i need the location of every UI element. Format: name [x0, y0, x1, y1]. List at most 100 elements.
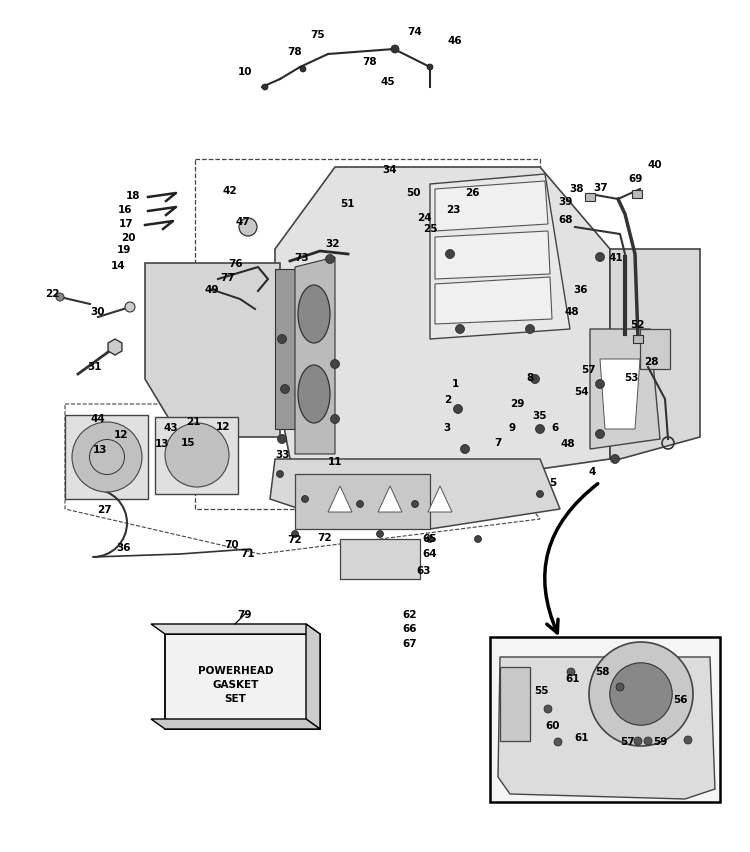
Circle shape	[300, 67, 306, 73]
Text: 41: 41	[609, 253, 623, 262]
Polygon shape	[428, 486, 452, 512]
Text: 37: 37	[594, 183, 608, 193]
Circle shape	[475, 536, 482, 543]
Text: 2: 2	[444, 394, 452, 405]
Text: 48: 48	[565, 307, 579, 317]
Text: 29: 29	[510, 399, 524, 408]
Text: 54: 54	[574, 387, 590, 396]
Circle shape	[302, 496, 308, 503]
Text: 45: 45	[381, 77, 395, 87]
Polygon shape	[155, 417, 238, 494]
Text: 58: 58	[595, 666, 609, 676]
Circle shape	[326, 256, 334, 264]
Polygon shape	[498, 657, 715, 799]
Polygon shape	[270, 459, 560, 529]
Circle shape	[331, 360, 340, 369]
Ellipse shape	[298, 285, 330, 343]
FancyBboxPatch shape	[633, 336, 643, 343]
Polygon shape	[275, 168, 610, 489]
Circle shape	[596, 430, 604, 439]
Circle shape	[567, 668, 575, 676]
Circle shape	[460, 445, 470, 454]
Text: 39: 39	[559, 197, 573, 207]
Text: 70: 70	[225, 539, 239, 550]
Text: 35: 35	[532, 411, 548, 421]
FancyBboxPatch shape	[585, 193, 595, 202]
Polygon shape	[151, 625, 320, 634]
Text: 71: 71	[241, 549, 255, 558]
Text: 1: 1	[452, 378, 458, 389]
Text: 56: 56	[673, 694, 687, 704]
Text: 12: 12	[114, 429, 128, 440]
Text: 30: 30	[91, 307, 105, 317]
Circle shape	[292, 531, 298, 538]
Polygon shape	[65, 416, 148, 499]
Text: 64: 64	[423, 549, 437, 558]
Text: 34: 34	[382, 164, 398, 175]
Text: 44: 44	[91, 413, 106, 423]
Text: 20: 20	[121, 233, 135, 243]
Polygon shape	[600, 360, 640, 429]
Text: 23: 23	[446, 204, 460, 215]
Circle shape	[356, 501, 364, 508]
Circle shape	[391, 46, 399, 54]
Polygon shape	[640, 330, 670, 370]
Text: 69: 69	[628, 174, 644, 184]
Polygon shape	[295, 475, 430, 529]
Text: 24: 24	[417, 213, 431, 222]
Text: 9: 9	[509, 423, 515, 433]
Text: 3: 3	[443, 423, 451, 433]
Text: 5: 5	[549, 477, 556, 487]
Text: 72: 72	[318, 532, 332, 543]
Polygon shape	[275, 270, 295, 429]
Text: 53: 53	[624, 372, 638, 383]
Circle shape	[125, 302, 135, 313]
Text: 49: 49	[205, 285, 219, 295]
Text: 63: 63	[417, 566, 431, 575]
Circle shape	[427, 65, 433, 71]
Text: 60: 60	[546, 720, 560, 730]
Text: 43: 43	[164, 423, 178, 433]
Polygon shape	[340, 539, 420, 579]
Text: 48: 48	[561, 439, 575, 448]
Text: 19: 19	[117, 245, 131, 255]
Text: 32: 32	[326, 239, 340, 249]
Text: 36: 36	[574, 285, 588, 295]
Polygon shape	[378, 486, 402, 512]
Text: 14: 14	[111, 261, 125, 271]
Text: 26: 26	[465, 187, 479, 198]
Text: 73: 73	[295, 253, 309, 262]
Text: 76: 76	[229, 259, 243, 268]
Ellipse shape	[610, 663, 672, 725]
Circle shape	[544, 705, 552, 713]
Text: 75: 75	[310, 30, 326, 40]
Ellipse shape	[72, 423, 142, 492]
Circle shape	[56, 294, 64, 302]
Circle shape	[280, 385, 290, 394]
Text: 52: 52	[630, 320, 644, 330]
Text: 57: 57	[582, 365, 596, 375]
Text: 59: 59	[652, 736, 668, 746]
Text: 50: 50	[406, 187, 420, 198]
Circle shape	[446, 250, 454, 259]
Circle shape	[526, 325, 535, 334]
Text: 28: 28	[644, 357, 658, 366]
Polygon shape	[435, 232, 550, 279]
Text: 77: 77	[220, 273, 236, 283]
Text: 13: 13	[154, 439, 170, 448]
Text: 78: 78	[288, 47, 302, 57]
Polygon shape	[165, 634, 320, 729]
Circle shape	[536, 491, 544, 498]
Text: 31: 31	[88, 361, 102, 371]
Polygon shape	[151, 719, 320, 729]
Text: 61: 61	[574, 732, 590, 742]
Ellipse shape	[165, 423, 229, 487]
Text: 65: 65	[423, 533, 437, 544]
Text: 74: 74	[407, 27, 422, 37]
Text: 40: 40	[648, 160, 662, 170]
Text: 15: 15	[181, 437, 195, 447]
Text: 18: 18	[126, 191, 140, 201]
Ellipse shape	[298, 366, 330, 423]
Text: 61: 61	[566, 673, 580, 683]
Polygon shape	[435, 181, 548, 232]
